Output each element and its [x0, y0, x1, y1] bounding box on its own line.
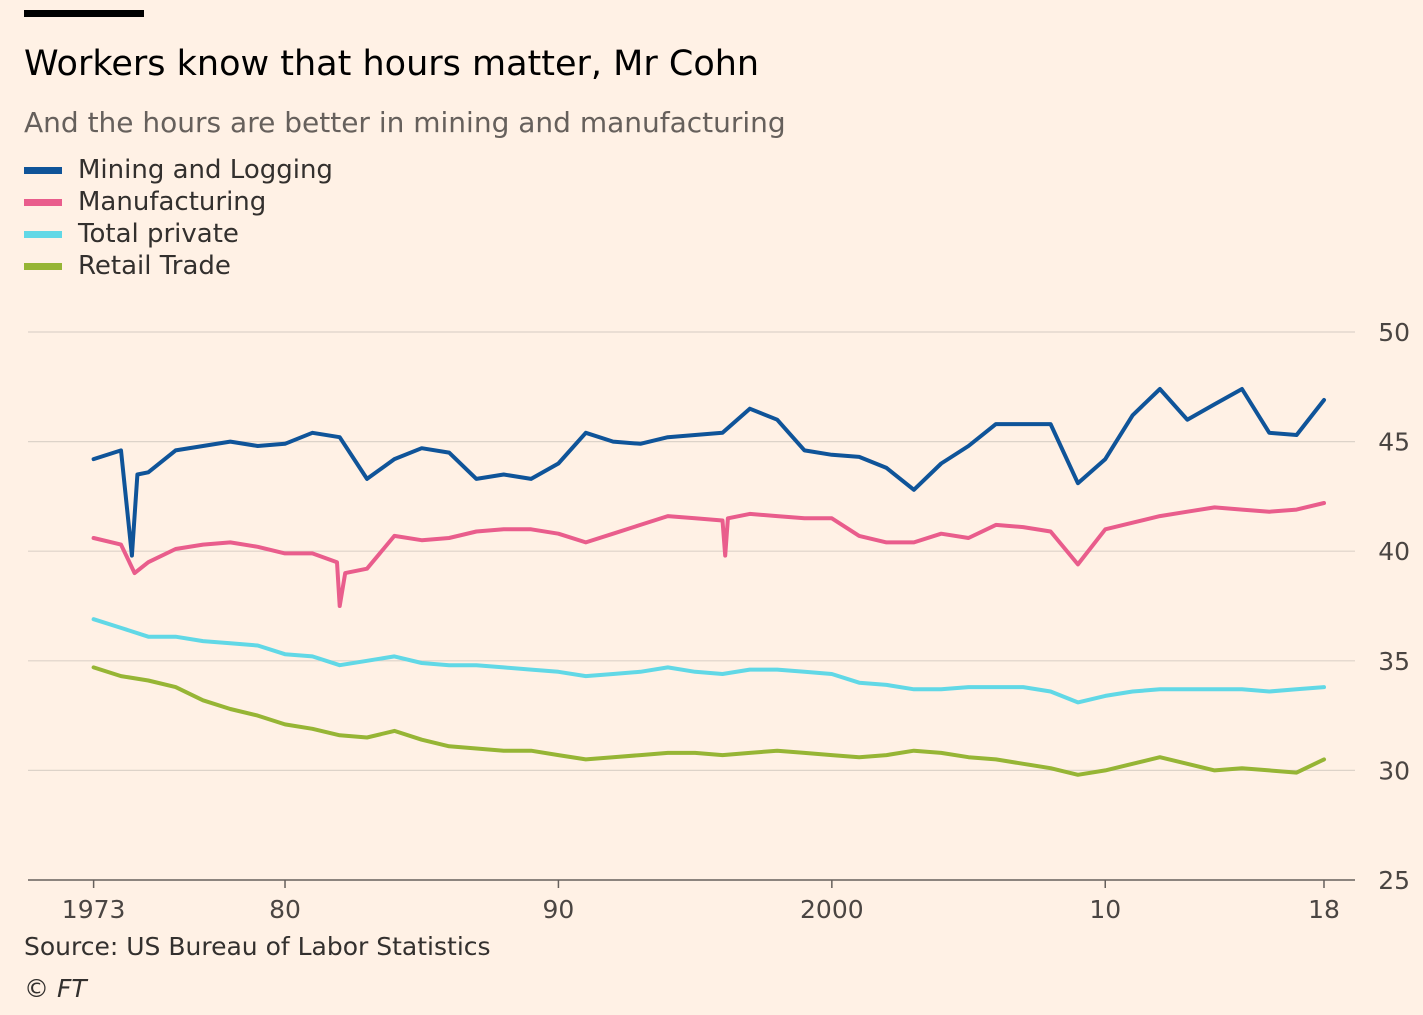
legend: Mining and Logging Manufacturing Total p…: [24, 154, 333, 282]
legend-item-mining: Mining and Logging: [24, 154, 333, 186]
legend-label-manufacturing: Manufacturing: [78, 187, 267, 217]
x-tick-label: 1973: [62, 895, 126, 924]
y-axis: 25 30 35 40 45 50: [1378, 318, 1410, 895]
series-lines: [91, 387, 1326, 777]
y-tick-label: 50: [1378, 318, 1410, 347]
y-tick-label: 45: [1378, 428, 1410, 457]
x-tick-label: 2000: [800, 895, 864, 924]
legend-label-retail-trade: Retail Trade: [78, 251, 231, 281]
source-note: Source: US Bureau of Labor Statistics: [24, 932, 491, 961]
series-line-mining-and-logging: [91, 387, 1326, 558]
legend-swatch-mining: [24, 166, 62, 174]
chart-title: Workers know that hours matter, Mr Cohn: [24, 44, 760, 84]
chart-subtitle: And the hours are better in mining and m…: [24, 106, 786, 139]
legend-label-total-private: Total private: [78, 219, 239, 249]
top-rule: [24, 10, 144, 17]
grid: [28, 331, 1355, 881]
legend-label-mining: Mining and Logging: [78, 155, 333, 185]
legend-swatch-manufacturing: [24, 198, 62, 206]
x-tick-label: 90: [543, 895, 575, 924]
series-line-retail-trade: [91, 665, 1326, 777]
x-axis: 1973 80 90 2000 10 18: [62, 880, 1340, 924]
legend-swatch-total-private: [24, 230, 62, 238]
x-tick-label: 18: [1308, 895, 1340, 924]
y-tick-label: 30: [1378, 756, 1410, 785]
y-tick-label: 40: [1378, 537, 1410, 566]
series-line-manufacturing: [91, 501, 1326, 608]
y-tick-label: 25: [1378, 866, 1410, 895]
legend-item-total-private: Total private: [24, 218, 333, 250]
x-tick-label: 80: [269, 895, 301, 924]
x-tick-label: 10: [1089, 895, 1121, 924]
legend-item-manufacturing: Manufacturing: [24, 186, 333, 218]
series-line-total-private: [91, 617, 1326, 705]
legend-swatch-retail-trade: [24, 262, 62, 270]
y-tick-label: 35: [1378, 647, 1410, 676]
credit-note: © FT: [24, 974, 87, 1003]
legend-item-retail-trade: Retail Trade: [24, 250, 333, 282]
